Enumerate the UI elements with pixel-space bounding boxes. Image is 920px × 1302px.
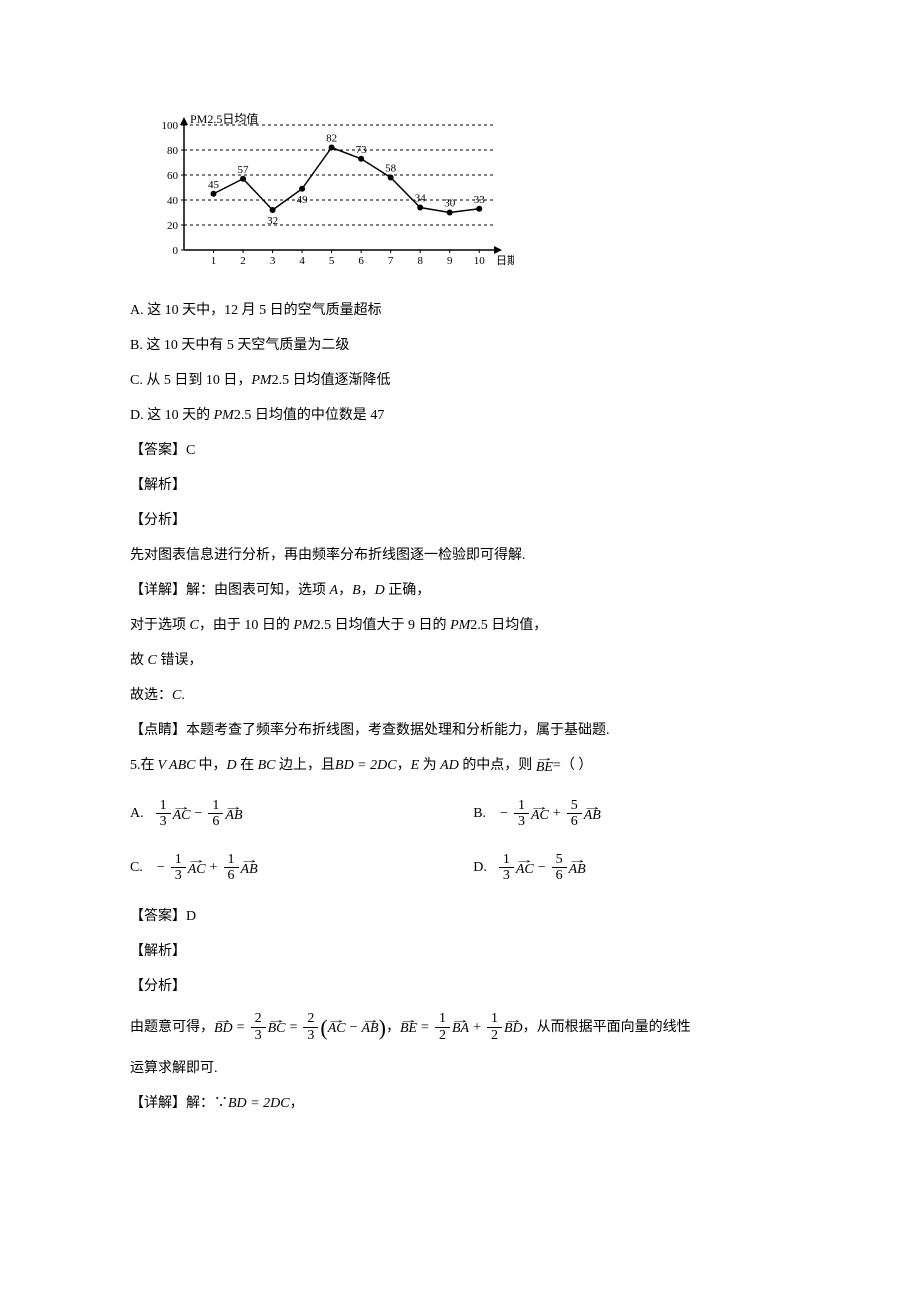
q5-option-c: C. − 13 →AC + 16 →AB: [130, 852, 447, 884]
svg-text:58: 58: [385, 163, 397, 175]
page: 0204060801001234567891045573249827358343…: [0, 0, 920, 1302]
q4-option-d: D. 这 10 天的 PM2.5 日均值的中位数是 47: [130, 405, 790, 426]
svg-text:30: 30: [444, 198, 456, 210]
svg-text:80: 80: [167, 145, 179, 157]
q5-option-a: A. 13 →AC − 16 →AB: [130, 798, 447, 830]
pm25-label: PM: [251, 373, 271, 388]
svg-text:1: 1: [211, 255, 217, 267]
q4-detail-1: 【详解】解：由图表可知，选项 A，B，D 正确，: [130, 580, 790, 601]
q4-dianjing: 【点睛】本题考查了频率分布折线图，考查数据处理和分析能力，属于基础题.: [130, 720, 790, 741]
q4-detail-2: 对于选项 C，由于 10 日的 PM2.5 日均值大于 9 日的 PM2.5 日…: [130, 615, 790, 636]
svg-text:7: 7: [388, 255, 394, 267]
svg-text:34: 34: [415, 193, 427, 205]
q4-jiexi: 【解析】: [130, 475, 790, 496]
svg-text:2: 2: [240, 255, 246, 267]
svg-text:40: 40: [167, 195, 179, 207]
q5-eq: BD = 2DC: [335, 755, 397, 776]
q5-answer: 【答案】D: [130, 906, 790, 927]
svg-text:5: 5: [329, 255, 335, 267]
chart-svg: 0204060801001234567891045573249827358343…: [144, 110, 514, 275]
svg-text:0: 0: [173, 245, 179, 257]
q5-stem: 5.在 V ABC 中，D 在 BC 边上，且 BD = 2DC ，E 为 AD…: [130, 755, 790, 776]
svg-text:33: 33: [474, 194, 486, 206]
q5-jiexi: 【解析】: [130, 941, 790, 962]
q4-option-a: A. 这 10 天中，12 月 5 日的空气质量超标: [130, 300, 790, 321]
q5-mid1: 中，D 在 BC 边上，且: [199, 755, 336, 776]
svg-text:20: 20: [167, 220, 179, 232]
svg-text:日期: 日期: [496, 254, 514, 267]
q4-answer: 【答案】C: [130, 440, 790, 461]
svg-text:45: 45: [208, 179, 220, 191]
q4-detail-4: 故选：C.: [130, 685, 790, 706]
svg-text:8: 8: [417, 255, 423, 267]
svg-text:49: 49: [297, 194, 309, 206]
svg-text:10: 10: [474, 255, 486, 267]
q4-option-c: C. 从 5 日到 10 日，PM2.5 日均值逐渐降低: [130, 370, 790, 391]
svg-text:4: 4: [299, 255, 305, 267]
q4-option-b: B. 这 10 天中有 5 天空气质量为二级: [130, 335, 790, 356]
q5-row-2: C. − 13 →AC + 16 →AB D. 13 →AC − 56 →AB: [130, 852, 790, 884]
q5-row-1: A. 13 →AC − 16 →AB B. − 13 →AC + 56 →AB: [130, 798, 790, 830]
pm25-label: PM: [214, 408, 234, 423]
q4-detail-3: 故 C 错误，: [130, 650, 790, 671]
q5-fenxi-body: 由题意可得， →BD = 23 →BC = 23 ( →AC − →AB ) ，…: [130, 1011, 790, 1044]
q5-after: =（ ）: [553, 755, 592, 776]
q4-fenxi: 【分析】: [130, 510, 790, 531]
q5-detail: 【详解】解：∵ BD = 2DC ，: [130, 1093, 790, 1114]
q5-option-d: D. 13 →AC − 56 →AB: [473, 852, 790, 884]
svg-text:3: 3: [270, 255, 276, 267]
q5-stem-pre: 5.在: [130, 755, 155, 776]
q4-fenxi-body: 先对图表信息进行分析，再由频率分布折线图逐一检验即可得解.: [130, 545, 790, 566]
q5-fenxi: 【分析】: [130, 976, 790, 997]
svg-text:57: 57: [238, 164, 250, 176]
svg-text:100: 100: [162, 120, 179, 132]
q5-mid2: ，E 为 AD 的中点，则: [397, 755, 536, 776]
q5-fenxi-body-2: 运算求解即可.: [130, 1058, 790, 1079]
svg-text:32: 32: [267, 215, 278, 227]
q5-tri: V ABC: [158, 755, 196, 776]
q5-option-b: B. − 13 →AC + 56 →AB: [473, 798, 790, 830]
vec-be: →BE: [536, 756, 553, 774]
svg-text:9: 9: [447, 255, 453, 267]
svg-text:PM2.5日均值: PM2.5日均值: [190, 111, 258, 126]
svg-text:60: 60: [167, 170, 179, 182]
svg-text:82: 82: [326, 133, 337, 145]
pm25-chart: 0204060801001234567891045573249827358343…: [144, 110, 790, 282]
svg-text:73: 73: [356, 144, 368, 156]
svg-text:6: 6: [358, 255, 364, 267]
